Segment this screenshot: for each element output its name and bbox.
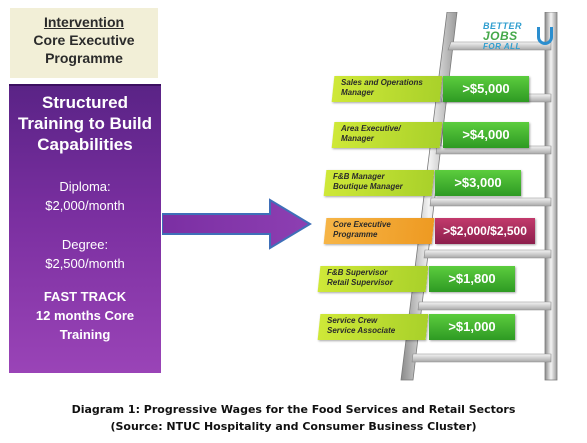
- intervention-box: Intervention Core Executive Programme: [10, 8, 158, 78]
- training-title-line: Training to Build: [17, 114, 153, 133]
- diagram-caption: Diagram 1: Progressive Wages for the Foo…: [0, 401, 587, 435]
- intervention-title: Intervention: [43, 14, 125, 30]
- rung-label: Sales and Operations Manager: [341, 78, 441, 98]
- rung-label-line: F&B Supervisor: [327, 268, 388, 277]
- rung-label-line: Manager: [341, 134, 374, 143]
- rung-label-line: Boutique Manager: [333, 182, 403, 191]
- rung-label: F&B Supervisor Retail Supervisor: [327, 268, 427, 288]
- intervention-line3: Programme: [45, 50, 123, 66]
- training-title-line: Structured: [42, 93, 128, 112]
- rung-wage: >$5,000: [443, 76, 529, 102]
- rung-label-line: Service Associate: [327, 326, 396, 335]
- rung-label-line: Programme: [333, 230, 378, 239]
- fast-track-line: FAST TRACK: [43, 289, 127, 304]
- rung-label-line: Retail Supervisor: [327, 278, 393, 287]
- rung-wage: >$1,000: [429, 314, 515, 340]
- rung-label-line: Manager: [341, 88, 374, 97]
- rung-label: Core Executive Programme: [333, 220, 433, 240]
- rung-label-line: Sales and Operations: [341, 78, 423, 87]
- fast-track-line: 12 months Core: [35, 308, 135, 323]
- caption-line2: (Source: NTUC Hospitality and Consumer B…: [110, 420, 477, 433]
- training-title-line: Capabilities: [37, 135, 133, 154]
- logo-u-mark-icon: [537, 27, 553, 45]
- rung-label-line: F&B Manager: [333, 172, 385, 181]
- rung-wage: >$3,000: [435, 170, 521, 196]
- degree-label: Degree:: [61, 237, 109, 252]
- fast-track-block: FAST TRACK 12 months Core Training: [9, 287, 161, 344]
- rung-label: Service Crew Service Associate: [327, 316, 427, 336]
- caption-line1: Diagram 1: Progressive Wages for the Foo…: [71, 403, 516, 416]
- rung-label-line: Service Crew: [327, 316, 378, 325]
- rung-wage: >$4,000: [443, 122, 529, 148]
- degree-value: $2,500/month: [45, 256, 125, 271]
- rung-label-line: Core Executive: [333, 220, 391, 229]
- diploma-value: $2,000/month: [45, 198, 125, 213]
- rung-wage: >$1,800: [429, 266, 515, 292]
- logo-line3: FOR ALL: [483, 42, 521, 51]
- degree-block: Degree: $2,500/month: [9, 235, 161, 273]
- logo-line2: JOBS: [483, 29, 518, 43]
- diploma-label: Diploma:: [59, 179, 111, 194]
- diploma-block: Diploma: $2,000/month: [9, 177, 161, 215]
- logo-line1: BETTER: [483, 21, 522, 31]
- fast-track-line: Training: [59, 327, 111, 342]
- better-jobs-logo: BETTER JOBS FOR ALL: [483, 21, 555, 51]
- arrow-right-icon: [162, 198, 312, 250]
- rung-wage: >$2,000/$2,500: [435, 218, 535, 244]
- training-panel: Structured Training to Build Capabilitie…: [9, 84, 161, 373]
- rung-label: F&B Manager Boutique Manager: [333, 172, 433, 192]
- rung-label-line: Area Executive/: [341, 124, 401, 133]
- rung-label: Area Executive/ Manager: [341, 124, 441, 144]
- training-title: Structured Training to Build Capabilitie…: [9, 92, 161, 155]
- intervention-line2: Core Executive: [33, 32, 135, 48]
